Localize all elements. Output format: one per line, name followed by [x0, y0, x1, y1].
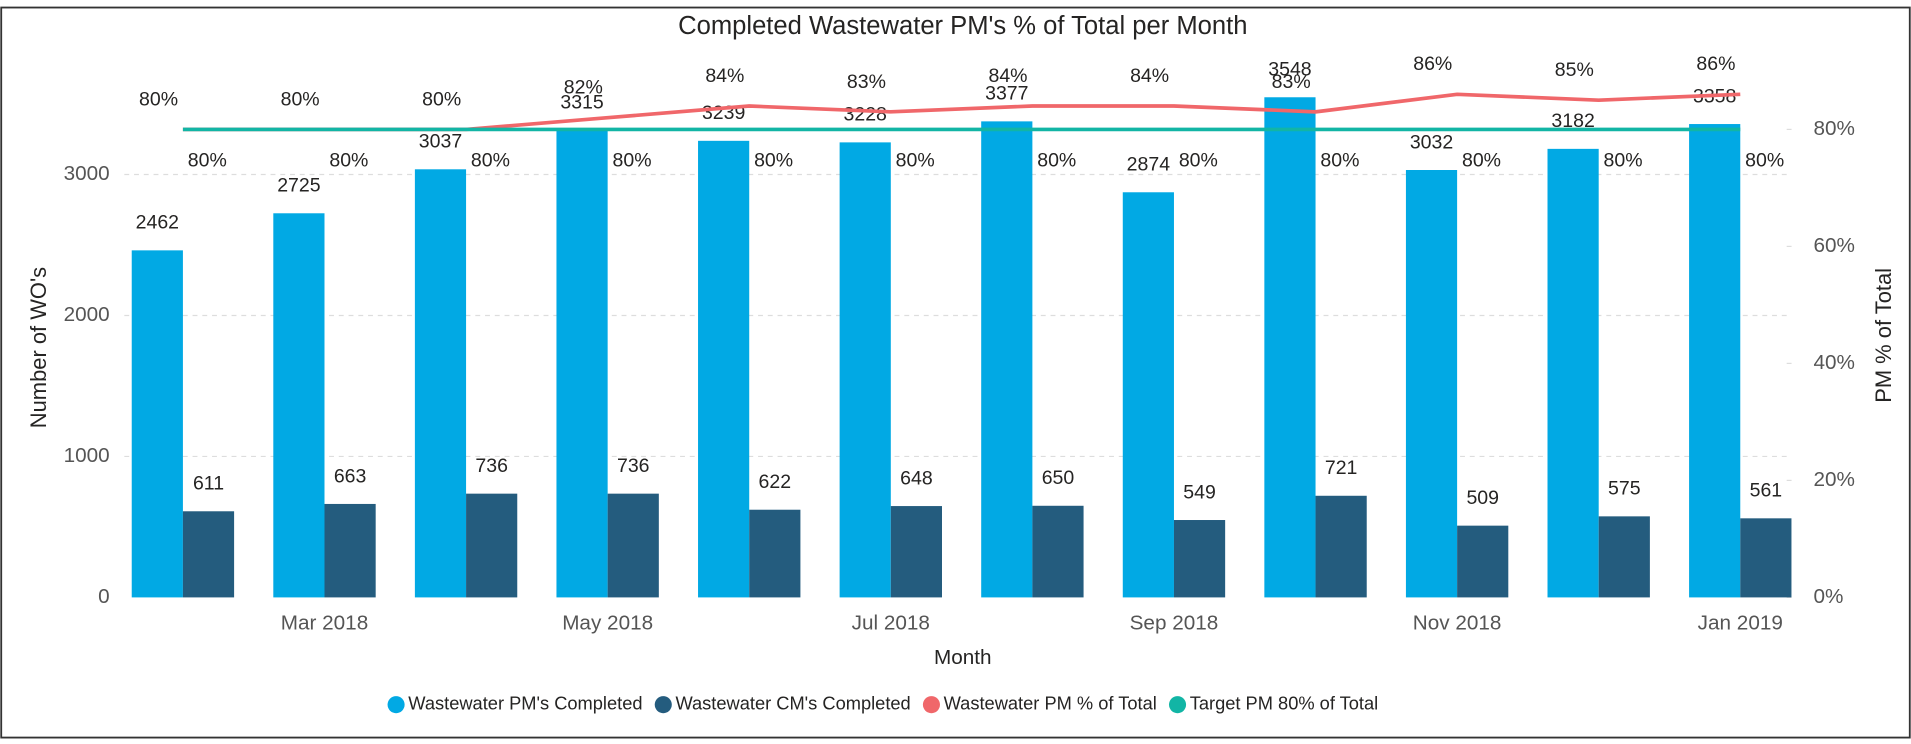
y2-tick-label: 60% [1814, 234, 1855, 257]
x-tick-label: Mar 2018 [281, 612, 368, 635]
bar [182, 511, 235, 598]
data-label: 3037 [419, 131, 462, 153]
data-label: 83% [847, 71, 886, 93]
bar [273, 213, 325, 598]
legend-label: Wastewater CM's Completed [675, 692, 910, 713]
bar [466, 493, 518, 598]
data-label: 84% [988, 65, 1027, 87]
x-tick-label: Nov 2018 [1413, 612, 1502, 635]
bar [414, 169, 467, 598]
data-label: 80% [1179, 149, 1218, 171]
data-label: 80% [281, 88, 320, 110]
data-label: 85% [1555, 59, 1594, 81]
bar [1122, 192, 1174, 598]
data-label: 3315 [560, 91, 604, 113]
bar [324, 503, 376, 598]
data-label: 83% [1272, 71, 1311, 93]
bar [1405, 170, 1458, 598]
data-label: 2725 [277, 175, 321, 197]
data-label: 3548 [1268, 59, 1311, 81]
data-label: 611 [193, 473, 224, 495]
data-label: 575 [1608, 478, 1641, 500]
bar [1457, 525, 1509, 598]
data-label: 721 [1325, 457, 1358, 479]
data-label: 80% [613, 149, 652, 171]
y2-tick-label: 80% [1814, 117, 1855, 140]
data-label: 86% [1696, 53, 1735, 75]
y2-tick-label: 40% [1814, 351, 1855, 374]
bar [839, 142, 891, 598]
data-label: 2462 [136, 212, 179, 234]
data-label: 84% [705, 65, 744, 87]
data-label: 561 [1750, 480, 1783, 502]
data-label: 3032 [1410, 131, 1453, 153]
data-label: 80% [139, 88, 178, 110]
bar [1264, 97, 1316, 598]
bar [749, 509, 801, 598]
y2-tick-label: 0% [1814, 585, 1844, 608]
data-label: 80% [422, 88, 461, 110]
data-label: 648 [900, 467, 933, 489]
x-tick-label: Jul 2018 [852, 612, 930, 635]
x-tick-label: Jan 2019 [1698, 612, 1783, 635]
bar [1032, 505, 1084, 598]
data-label: 3182 [1551, 110, 1594, 132]
y2-tick-label: 20% [1814, 468, 1855, 491]
bar [1598, 516, 1650, 598]
x-tick-label: May 2018 [562, 612, 653, 635]
data-label: 549 [1183, 481, 1216, 503]
data-label: 80% [329, 149, 368, 171]
data-label: 86% [1413, 53, 1452, 75]
data-label: 3228 [844, 104, 887, 126]
data-label: 736 [617, 455, 650, 477]
bar [981, 121, 1033, 598]
bar [1173, 520, 1226, 598]
data-label: 82% [564, 77, 603, 99]
legend-swatch [654, 696, 672, 714]
data-label: 80% [1604, 149, 1643, 171]
legend-swatch [1169, 696, 1187, 714]
data-label: 80% [896, 149, 935, 171]
bar [1547, 148, 1599, 598]
y-tick-label: 2000 [64, 303, 110, 326]
y-tick-label: 1000 [64, 444, 110, 467]
data-label: 80% [471, 149, 510, 171]
data-label: 84% [1130, 65, 1169, 87]
data-label: 650 [1042, 467, 1075, 489]
data-label: 80% [754, 149, 793, 171]
bar [1740, 518, 1792, 598]
legend-label: Target PM 80% of Total [1190, 692, 1379, 713]
data-label: 509 [1466, 487, 1499, 509]
bar [698, 140, 750, 598]
x-tick-label: Sep 2018 [1130, 612, 1219, 635]
x-axis-title: Month [934, 646, 992, 669]
chart-title: Completed Wastewater PM's % of Total per… [678, 12, 1247, 40]
bar [1689, 124, 1741, 598]
y-axis-title: Number of WO's [26, 267, 51, 428]
y2-axis-title: PM % of Total [1871, 268, 1896, 403]
data-label: 80% [1320, 149, 1359, 171]
data-label: 80% [1462, 149, 1501, 171]
legend-swatch [922, 696, 940, 714]
data-label: 3377 [985, 83, 1028, 105]
data-label: 80% [1037, 149, 1076, 171]
legend-label: Wastewater PM % of Total [944, 692, 1157, 713]
data-label: 736 [475, 455, 508, 477]
data-label: 663 [334, 465, 367, 487]
bar [890, 506, 942, 598]
legend-swatch [387, 696, 405, 714]
bar [607, 493, 659, 598]
legend-label: Wastewater PM's Completed [408, 692, 642, 713]
data-label: 2874 [1127, 154, 1171, 176]
bar [131, 250, 183, 598]
data-label: 80% [188, 149, 227, 171]
data-label: 622 [759, 471, 792, 493]
y-tick-label: 0 [98, 585, 110, 608]
bar [556, 130, 608, 598]
bar [1315, 495, 1367, 598]
y-tick-label: 3000 [64, 162, 110, 185]
data-label: 80% [1745, 149, 1784, 171]
